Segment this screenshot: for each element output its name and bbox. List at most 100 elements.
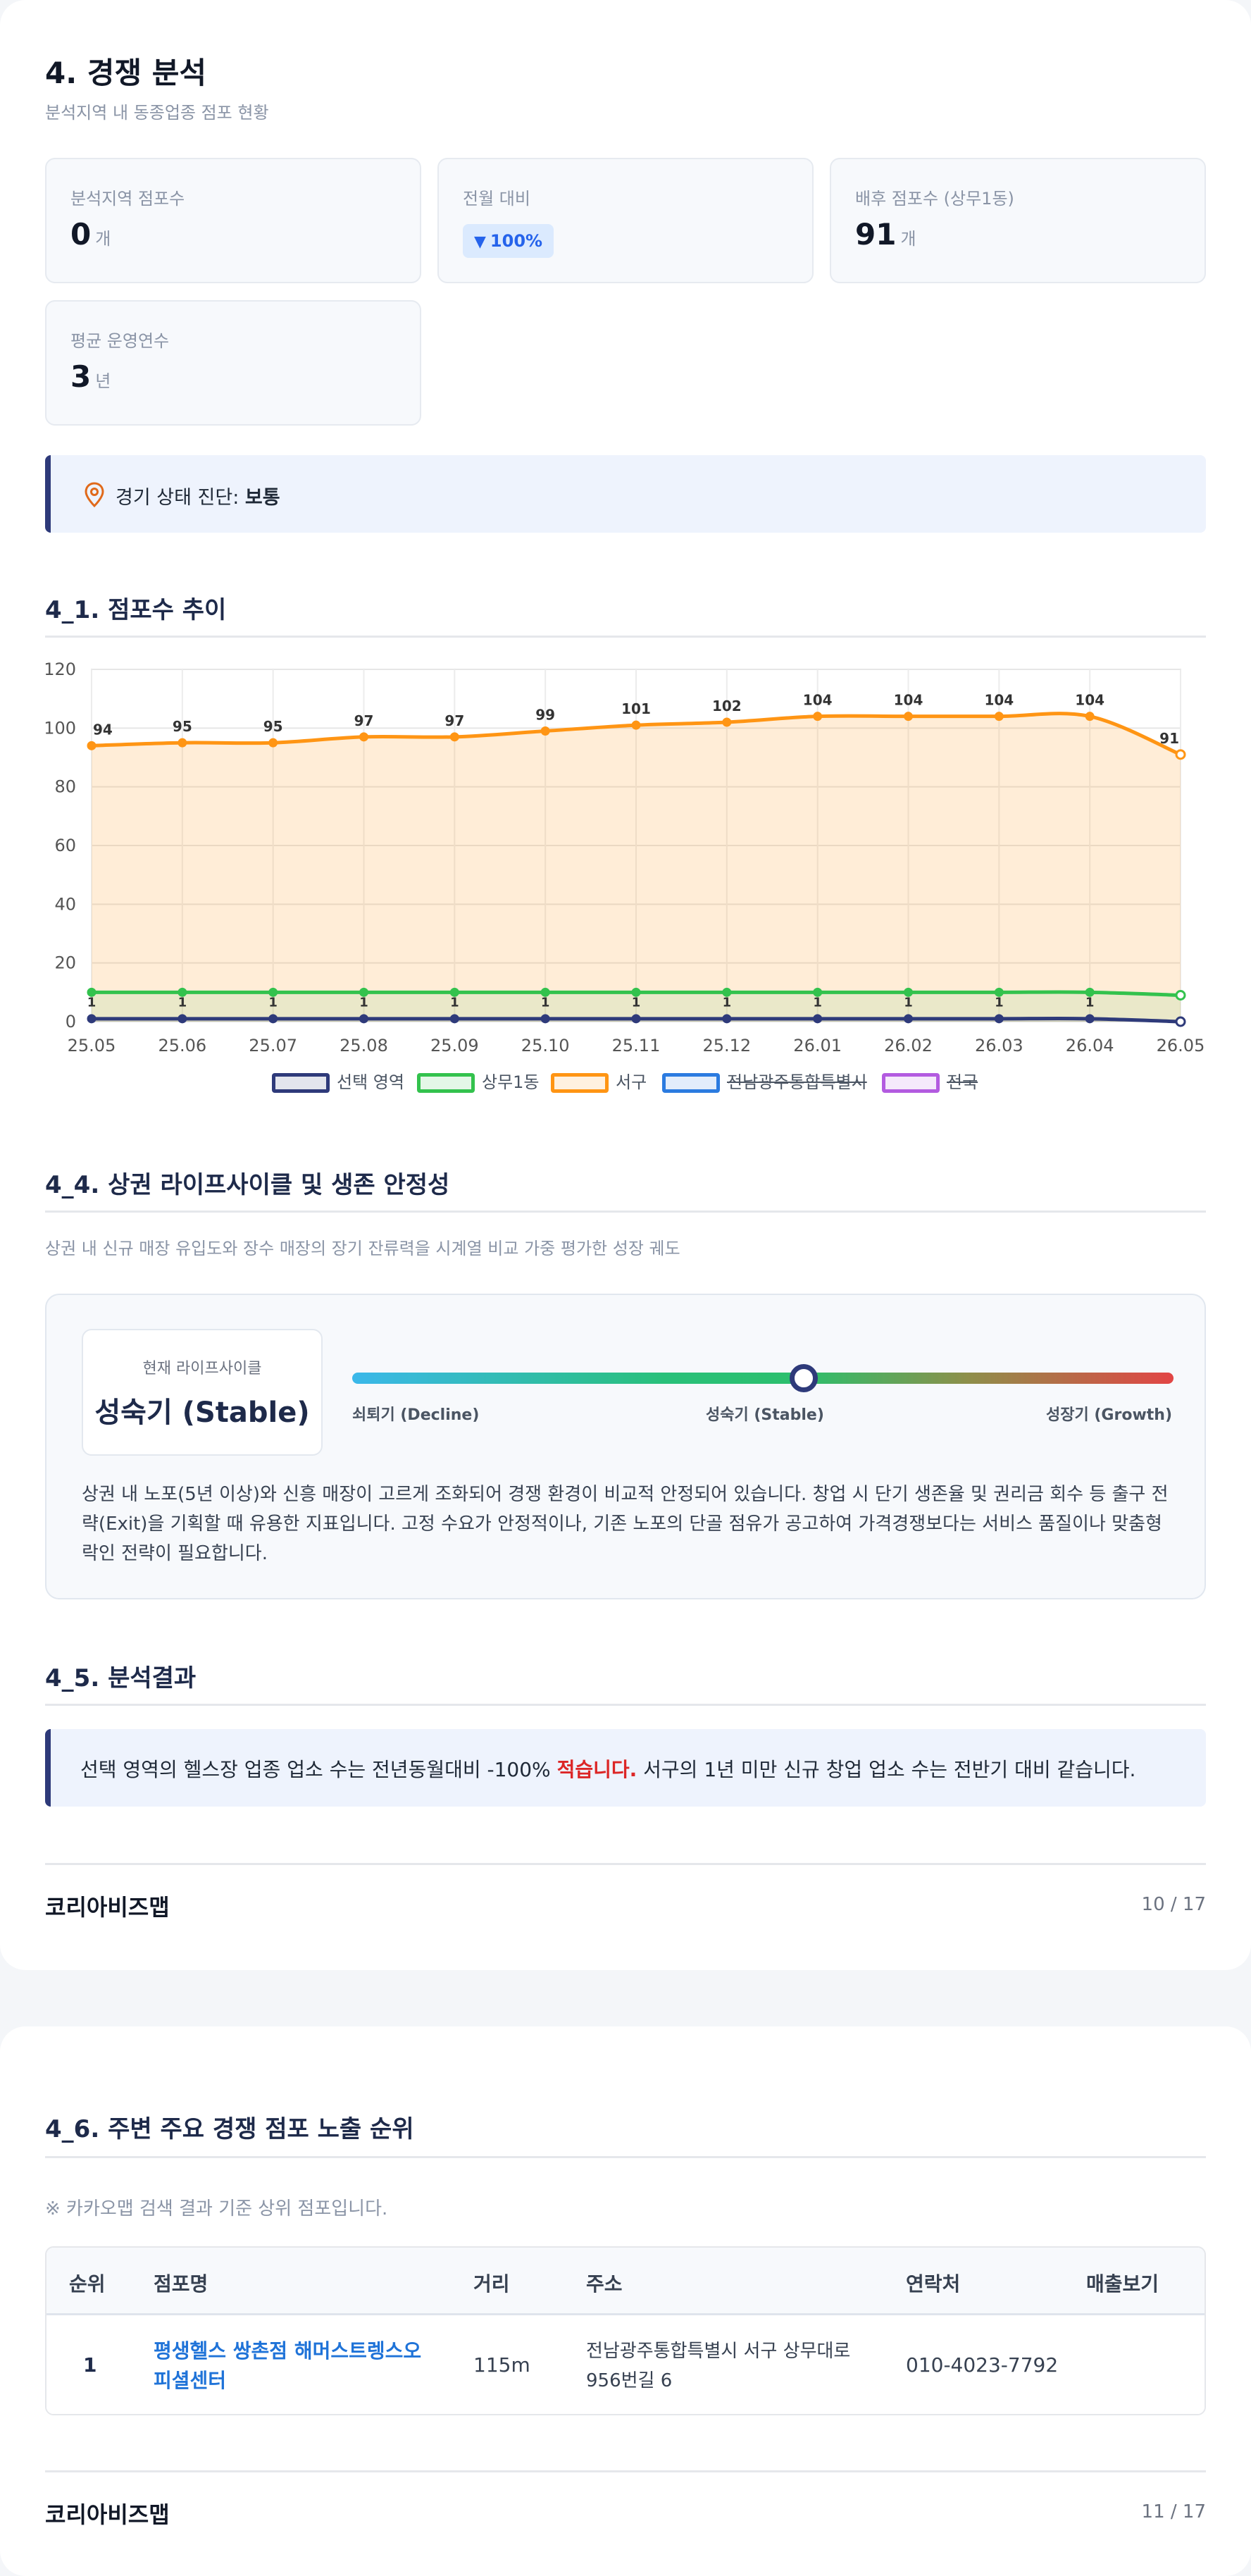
scale-label-decline: 쇠퇴기 (Decline) (352, 1406, 480, 1424)
data-label: 101 (621, 700, 651, 717)
data-point (178, 1014, 187, 1024)
data-point (449, 1014, 459, 1024)
scale-label-stable: 성숙기 (Stable) (706, 1406, 824, 1424)
location-pin-icon (85, 482, 104, 507)
x-tick-label: 25.10 (521, 1036, 570, 1055)
result-text: 선택 영역의 헬스장 업종 업소 수는 전년동월대비 -100% 적습니다. 서… (80, 1758, 1136, 1781)
data-point (540, 726, 550, 736)
data-point (1085, 712, 1095, 722)
data-point (994, 712, 1004, 722)
ranking-table: 순위 점포명 거리 주소 연락처 매출보기 1 평생헬스 쌍촌점 해머스트렝스오… (45, 2246, 1206, 2415)
x-tick-label: 25.12 (702, 1036, 751, 1055)
current-lifecycle-value: 성숙기 (Stable) (94, 1397, 310, 1429)
data-label: 99 (535, 707, 555, 724)
data-point (904, 1014, 913, 1024)
x-tick-label: 26.02 (884, 1036, 933, 1055)
data-label: 104 (803, 692, 833, 709)
data-label: 1 (904, 995, 913, 1010)
distance-cell: 115m (473, 2353, 530, 2377)
x-tick-label: 26.04 (1066, 1036, 1114, 1055)
lifecycle-body: 상권 내 노포(5년 이상)와 신흥 매장이 고르게 조화되어 경쟁 환경이 비… (82, 1484, 1169, 1564)
legend-label: 전남광주통합특별시 (727, 1072, 867, 1092)
footer-divider (45, 1863, 1206, 1865)
legend-label: 선택 영역 (337, 1072, 404, 1092)
col-header-sales: 매출보기 (1086, 2272, 1159, 2296)
y-tick-label: 100 (44, 718, 76, 738)
legend-label: 전국 (947, 1072, 978, 1092)
data-point (1175, 749, 1186, 760)
data-point (631, 720, 641, 730)
y-tick-label: 80 (54, 777, 76, 797)
y-tick-label: 40 (54, 894, 76, 914)
stat-label: 배후 점포수 (상무1동) (855, 189, 1014, 209)
data-point (994, 987, 1004, 997)
down-triangle-icon: ▼ (474, 233, 486, 251)
legend-item[interactable]: 상무1동 (417, 1071, 540, 1094)
data-label: 1 (450, 995, 459, 1010)
data-point (1085, 1014, 1095, 1024)
divider (45, 1704, 1206, 1706)
y-tick-label: 120 (44, 660, 76, 679)
x-tick-label: 25.05 (68, 1036, 116, 1055)
table-row: 1 평생헬스 쌍촌점 해머스트렝스오 피셜센터 115m 전남광주통합특별시 서… (46, 2315, 1205, 2414)
y-tick-label: 60 (54, 836, 76, 855)
data-point (268, 1014, 278, 1024)
col-header-rank: 순위 (69, 2272, 106, 2296)
stat-label: 분석지역 점포수 (70, 189, 185, 209)
stat-value: 91 개 (855, 217, 916, 252)
data-label: 94 (93, 721, 113, 738)
legend-label: 상무1동 (482, 1072, 540, 1092)
col-header-name: 점포명 (154, 2272, 208, 2296)
data-point (904, 712, 913, 722)
data-label: 104 (1075, 692, 1104, 709)
data-point (359, 1014, 368, 1024)
data-label: 104 (894, 692, 923, 709)
footer-divider (45, 2470, 1206, 2472)
result-callout: 선택 영역의 헬스장 업종 업소 수는 전년동월대비 -100% 적습니다. 서… (45, 1729, 1206, 1807)
section-title: 4. 경쟁 분석 (45, 56, 206, 90)
data-point (87, 741, 97, 750)
x-tick-label: 25.09 (430, 1036, 479, 1055)
store-name-link[interactable]: 평생헬스 쌍촌점 해머스트렝스오 피셜센터 (154, 2339, 422, 2392)
data-point (359, 732, 368, 742)
divider (45, 636, 1206, 638)
data-label: 1 (995, 995, 1004, 1010)
stat-label: 평균 운영연수 (70, 331, 170, 351)
x-tick-label: 25.07 (249, 1036, 297, 1055)
legend-item[interactable]: 전국 (882, 1071, 978, 1094)
data-label: 1 (1085, 995, 1095, 1010)
series-area-2 (92, 713, 1181, 1022)
phone-cell: 010-4023-7792 (906, 2353, 1059, 2377)
rank-cell: 1 (83, 2353, 97, 2377)
data-point (813, 712, 823, 722)
lifecycle-panel: 현재 라이프사이클 성숙기 (Stable) 쇠퇴기 (Decline) 성숙기… (45, 1294, 1206, 1599)
data-point (813, 987, 823, 997)
legend-swatch (882, 1073, 940, 1093)
data-point (631, 1014, 641, 1024)
y-tick-label: 20 (54, 953, 76, 973)
data-point (87, 987, 97, 997)
diagnosis-text: 경기 상태 진단: 보통 (116, 487, 280, 509)
data-label: 91 (1159, 730, 1179, 747)
data-point (449, 732, 459, 742)
data-point (268, 987, 278, 997)
data-label: 95 (263, 718, 283, 735)
data-label: 95 (173, 718, 192, 735)
lifecycle-title: 4_4. 상권 라이프사이클 및 생존 안정성 (45, 1171, 450, 1199)
data-label: 1 (178, 995, 187, 1010)
data-point (178, 987, 187, 997)
legend-item[interactable]: 서구 (551, 1071, 647, 1094)
divider (45, 1210, 1206, 1213)
data-label: 1 (723, 995, 732, 1010)
legend-item[interactable]: 전남광주통합특별시 (662, 1071, 867, 1094)
x-tick-label: 26.03 (975, 1036, 1023, 1055)
data-point (994, 1014, 1004, 1024)
legend-item[interactable]: 선택 영역 (272, 1071, 404, 1094)
page-number: 11 / 17 (1141, 2501, 1206, 2522)
current-lifecycle-label: 현재 라이프사이클 (142, 1360, 262, 1377)
table-header: 순위 점포명 거리 주소 연락처 매출보기 (46, 2248, 1205, 2315)
